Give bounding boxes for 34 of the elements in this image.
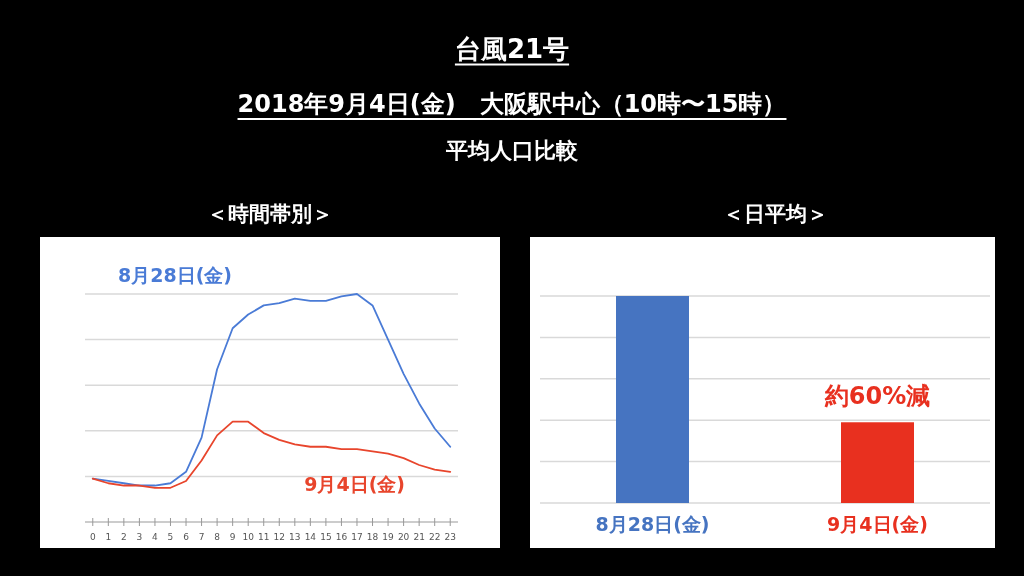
x-tick-label: 2 bbox=[120, 531, 127, 542]
x-tick-label: 18 bbox=[366, 531, 379, 542]
x-tick-label: 19 bbox=[382, 531, 395, 542]
x-tick-label: 9月4日(金) bbox=[827, 512, 928, 535]
x-tick-label: 15 bbox=[320, 531, 332, 542]
x-tick-label: 21 bbox=[413, 531, 425, 542]
x-tick-label: 16 bbox=[335, 531, 348, 542]
text: 2018年9月4日(金) 大阪駅中心（10時〜15時） bbox=[237, 90, 787, 118]
x-tick-label: 11 bbox=[258, 531, 270, 542]
x-tick-label: 8 bbox=[214, 531, 221, 542]
x-tick-label: 17 bbox=[351, 531, 363, 542]
x-tick-label: 1 bbox=[105, 531, 112, 542]
x-tick-label: 5 bbox=[167, 531, 174, 542]
series-label: 8月28日(金) bbox=[118, 263, 233, 286]
x-tick-label: 22 bbox=[428, 531, 441, 542]
series-label: 9月4日(金) bbox=[304, 472, 405, 495]
x-tick-label: 13 bbox=[289, 531, 301, 542]
x-tick-label: 20 bbox=[397, 531, 410, 542]
x-tick-label: 10 bbox=[242, 531, 255, 542]
chart-title: ＜日平均＞ bbox=[722, 202, 828, 226]
x-tick-label: 0 bbox=[89, 531, 96, 542]
x-tick-label: 9 bbox=[229, 531, 236, 542]
x-tick-label: 23 bbox=[444, 531, 456, 542]
x-tick-label: 8月28日(金) bbox=[595, 512, 710, 535]
annotation: 約60%減 bbox=[823, 382, 931, 411]
x-tick-label: 6 bbox=[183, 531, 190, 542]
text: 平均人口比較 bbox=[445, 138, 579, 163]
text: 台風21号 bbox=[454, 33, 570, 64]
x-tick-label: 3 bbox=[136, 531, 143, 542]
x-tick-label: 4 bbox=[152, 531, 159, 542]
x-tick-label: 14 bbox=[304, 531, 317, 542]
x-tick-label: 12 bbox=[273, 531, 285, 542]
chart-title: ＜時間帯別＞ bbox=[207, 202, 333, 226]
x-tick-label: 7 bbox=[198, 531, 205, 542]
